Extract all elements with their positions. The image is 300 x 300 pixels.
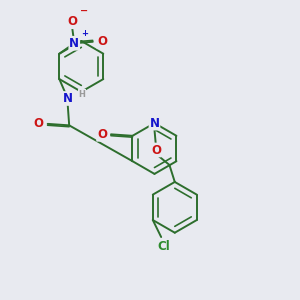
- Text: N: N: [69, 37, 79, 50]
- Text: N: N: [63, 92, 73, 105]
- Text: O: O: [34, 117, 44, 130]
- Text: O: O: [151, 143, 161, 157]
- Text: N: N: [149, 117, 160, 130]
- Text: +: +: [81, 29, 88, 38]
- Text: O: O: [97, 35, 107, 48]
- Text: Cl: Cl: [158, 239, 170, 253]
- Text: −: −: [80, 6, 88, 16]
- Text: O: O: [97, 128, 107, 141]
- Text: O: O: [67, 15, 77, 28]
- Text: H: H: [79, 89, 86, 98]
